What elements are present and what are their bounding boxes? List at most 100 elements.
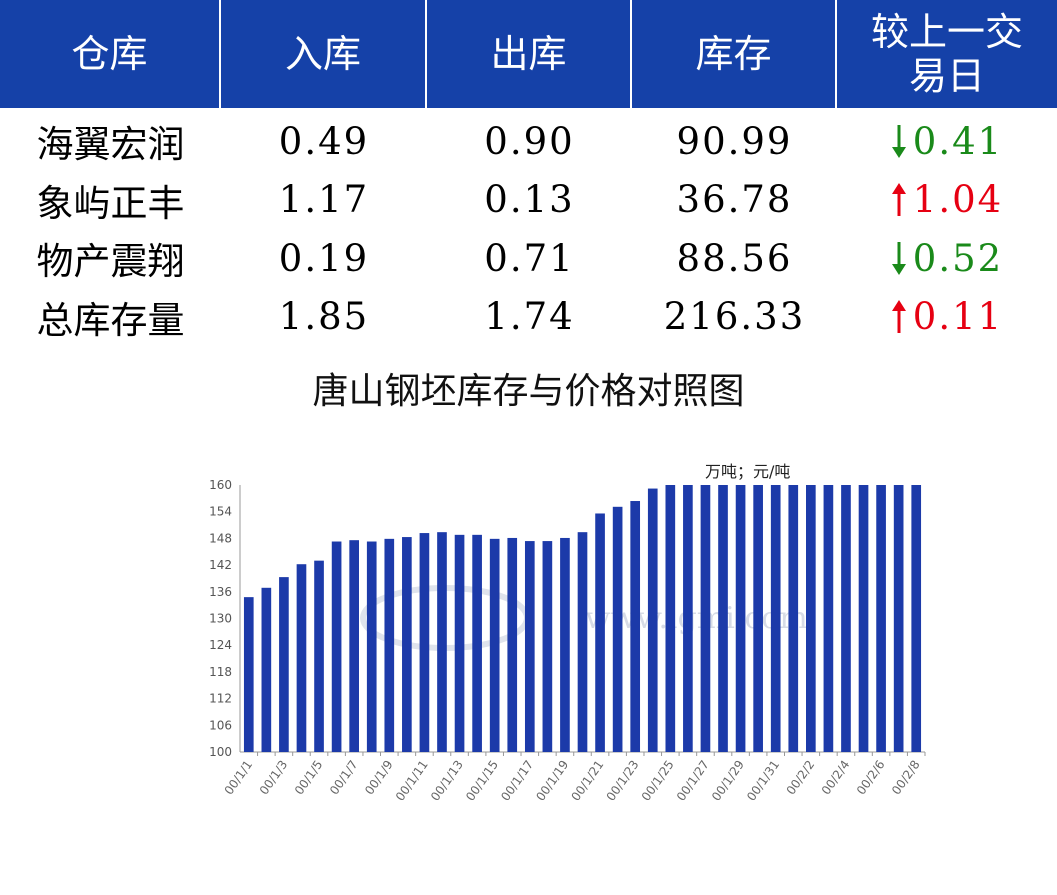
bar [630,501,641,752]
bar [893,485,904,752]
warehouse-name: 物产震翔 [36,240,185,284]
x-tick-label: 00/1/15 [463,758,501,804]
bar [349,540,359,752]
change-value: 1.04 [912,178,1004,222]
bar [858,485,869,752]
bar [595,513,605,752]
y-tick-label: 130 [209,612,232,626]
bar [700,485,711,752]
x-tick-label: 00/1/25 [639,758,677,804]
x-tick-label: 00/1/19 [533,758,571,804]
bar [472,534,482,752]
header-inbound: 入库 [221,0,427,108]
warehouse-name: 海翼宏润 [36,123,185,167]
change-value: 0.11 [912,295,1004,339]
stock-value: 36.78 [676,178,793,222]
bar [560,537,570,752]
table-header: 仓库 入库 出库 库存 较上一交易日 [0,0,1057,108]
chart-title: 唐山钢坯库存与价格对照图 [312,371,745,412]
bar [577,532,588,752]
y-tick-label: 148 [209,531,232,545]
bar [507,537,518,752]
change-cell: 1.04 [837,178,1057,221]
y-tick-label: 124 [209,638,232,652]
x-tick-label: 00/2/4 [819,758,853,798]
x-tick-label: 00/1/21 [569,758,607,804]
table-row: 总库存量 1.85 1.74 216.33 0.11 [0,288,1057,347]
bar [489,538,500,752]
bar [806,485,816,752]
outbound-value: 0.90 [484,119,575,163]
inventory-table: 仓库 入库 出库 库存 较上一交易日 海翼宏润 0.49 0.90 90.99 0.41… [0,0,1057,346]
bar [770,485,781,752]
bar [366,541,377,752]
bar [612,506,623,752]
stock-value: 216.33 [663,295,806,339]
bar [683,485,693,752]
y-tick-label: 100 [209,745,232,759]
x-tick-label: 00/2/8 [889,758,923,798]
y-tick-label: 160 [209,478,232,492]
bar [454,534,465,752]
bar [314,560,324,752]
inbound-value: 1.85 [278,295,370,339]
stock-value: 90.99 [676,119,793,163]
bar [911,485,922,752]
inbound-value: 0.19 [278,236,370,280]
arrow-down-icon [891,242,906,276]
y-tick-label: 106 [209,718,232,732]
bar [753,485,763,752]
y-tick-label: 112 [209,692,232,706]
bar [735,485,746,752]
x-tick-label: 00/1/29 [709,758,747,804]
y-tick-label: 118 [209,665,232,679]
bar [823,485,834,752]
x-tick-label: 00/1/17 [498,758,536,804]
bar-chart: www.lgmi.com万吨；元/吨1001061121181241301361… [209,462,926,804]
bar [841,485,851,752]
change-cell: 0.52 [837,237,1057,280]
bar [384,538,395,752]
bar [402,537,412,752]
warehouse-name: 象屿正丰 [36,181,185,225]
header-change-label: 较上一交易日 [870,10,1023,98]
change-value: 0.52 [912,236,1004,280]
bar [261,587,272,752]
x-tick-label: 00/2/6 [854,758,888,798]
y-tick-label: 142 [209,558,232,572]
bar [243,597,254,752]
x-tick-label: 00/1/13 [428,758,466,804]
inbound-value: 1.17 [278,178,370,222]
table-row: 象屿正丰 1.17 0.13 36.78 1.04 [0,171,1057,230]
header-change: 较上一交易日 [837,0,1057,108]
outbound-value: 1.74 [484,295,575,339]
table-row: 海翼宏润 0.49 0.90 90.99 0.41 [0,112,1057,171]
bar [437,532,447,752]
x-tick-label: 00/1/7 [327,758,361,798]
x-tick-label: 00/1/5 [292,758,326,798]
change-cell: 0.41 [837,120,1057,163]
bar [524,541,535,752]
bar [876,485,886,752]
outbound-value: 0.71 [484,236,575,280]
bar [419,533,430,752]
arrow-up-icon [891,182,906,216]
outbound-value: 0.13 [484,178,575,222]
x-tick-label: 00/1/11 [393,758,431,804]
bar [665,485,676,752]
x-tick-label: 00/1/1 [222,758,256,798]
x-tick-label: 00/1/27 [674,758,712,804]
change-value: 0.41 [912,119,1004,163]
table-row: 物产震翔 0.19 0.71 88.56 0.52 [0,229,1057,288]
x-tick-label: 00/1/3 [257,758,291,798]
x-tick-label: 00/1/9 [362,758,396,798]
bar [718,485,728,752]
x-tick-label: 00/1/23 [604,758,642,804]
bar [331,541,342,752]
bar [788,485,799,752]
bar [647,488,658,752]
change-cell: 0.11 [837,295,1057,338]
stock-value: 88.56 [676,236,793,280]
header-warehouse: 仓库 [0,0,221,108]
bar [296,564,307,752]
